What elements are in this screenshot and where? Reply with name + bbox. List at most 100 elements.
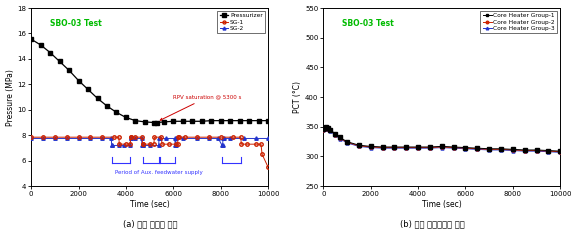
- SG-1: [158, 136, 165, 139]
- Pressurizer: [151, 121, 158, 124]
- SG-2: [241, 137, 248, 140]
- SG-1: [182, 136, 189, 139]
- SG-2: [108, 137, 115, 140]
- Core Heater Group-1: [403, 146, 410, 148]
- Core Heater Group-1: [521, 149, 528, 151]
- SG-2: [205, 137, 212, 140]
- Core Heater Group-3: [415, 147, 422, 150]
- SG-1: [146, 143, 153, 146]
- Pressurizer: [170, 120, 177, 123]
- SG-1: [122, 143, 129, 146]
- Pressurizer: [255, 119, 262, 122]
- Core Heater Group-2: [391, 146, 398, 149]
- Text: Period of Aux. feedwater supply: Period of Aux. feedwater supply: [115, 170, 203, 175]
- Core Heater Group-3: [320, 129, 327, 132]
- Legend: Core Heater Group-1, Core Heater Group-2, Core Heater Group-3: Core Heater Group-1, Core Heater Group-2…: [481, 11, 557, 33]
- SG-2: [87, 137, 94, 140]
- SG-2: [127, 144, 134, 147]
- Core Heater Group-1: [336, 136, 343, 139]
- Core Heater Group-3: [379, 147, 386, 150]
- SG-2: [171, 137, 178, 140]
- SG-1: [115, 136, 122, 139]
- SG-2: [140, 144, 147, 147]
- Core Heater Group-2: [321, 127, 328, 130]
- Core Heater Group-3: [336, 137, 343, 140]
- Core Heater Group-3: [521, 150, 528, 153]
- Pressurizer: [75, 79, 82, 82]
- SG-1: [238, 143, 245, 146]
- Core Heater Group-3: [426, 147, 433, 150]
- Core Heater Group-1: [462, 146, 469, 149]
- SG-2: [265, 137, 272, 140]
- SG-2: [115, 144, 122, 147]
- Core Heater Group-1: [415, 146, 422, 148]
- SG-1: [151, 136, 158, 139]
- Core Heater Group-1: [367, 145, 374, 148]
- SG-1: [165, 143, 172, 146]
- Pressurizer: [236, 119, 243, 122]
- Core Heater Group-2: [322, 127, 329, 129]
- Core Heater Group-3: [545, 150, 552, 153]
- Core Heater Group-3: [355, 145, 362, 148]
- Legend: Pressurizer, SG-1, SG-2: Pressurizer, SG-1, SG-2: [217, 11, 265, 33]
- Core Heater Group-2: [403, 146, 410, 149]
- Core Heater Group-3: [450, 147, 457, 150]
- SG-2: [128, 137, 134, 140]
- Core Heater Group-3: [509, 149, 516, 152]
- Core Heater Group-1: [355, 144, 362, 147]
- SG-1: [51, 136, 58, 139]
- Pressurizer: [132, 119, 139, 122]
- SG-1: [217, 136, 224, 139]
- Core Heater Group-1: [509, 148, 516, 151]
- X-axis label: Time (sec): Time (sec): [130, 200, 170, 209]
- SG-1: [138, 136, 145, 139]
- Core Heater Group-2: [320, 128, 327, 131]
- SG-1: [116, 143, 123, 146]
- Text: SBO-03 Test: SBO-03 Test: [342, 19, 394, 28]
- Line: Pressurizer: Pressurizer: [29, 37, 270, 124]
- Core Heater Group-2: [336, 137, 343, 140]
- SG-1: [63, 136, 70, 139]
- SG-2: [40, 137, 47, 140]
- Pressurizer: [179, 120, 186, 123]
- Text: (b) 노심 최대온도의 변화: (b) 노심 최대온도의 변화: [400, 219, 465, 228]
- Core Heater Group-2: [426, 146, 433, 149]
- Line: Core Heater Group-2: Core Heater Group-2: [322, 127, 562, 153]
- SG-1: [265, 166, 272, 168]
- SG-1: [140, 143, 147, 146]
- X-axis label: Time (sec): Time (sec): [422, 200, 462, 209]
- SG-1: [237, 136, 244, 139]
- Core Heater Group-2: [439, 146, 445, 148]
- SG-1: [174, 143, 181, 146]
- SG-2: [219, 144, 226, 147]
- SG-2: [219, 144, 226, 147]
- SG-2: [132, 137, 139, 140]
- Core Heater Group-3: [367, 146, 374, 149]
- Core Heater Group-1: [533, 149, 540, 151]
- SG-1: [175, 136, 182, 139]
- SG-1: [205, 136, 212, 139]
- Core Heater Group-2: [450, 146, 457, 149]
- Pressurizer: [153, 121, 160, 124]
- Core Heater Group-2: [557, 150, 564, 153]
- SG-1: [258, 153, 265, 156]
- Core Heater Group-1: [439, 145, 445, 148]
- Core Heater Group-1: [379, 146, 386, 148]
- Text: SBO-03 Test: SBO-03 Test: [50, 19, 102, 28]
- SG-2: [51, 137, 58, 140]
- Y-axis label: PCT (°C): PCT (°C): [293, 81, 302, 113]
- Pressurizer: [113, 111, 120, 114]
- Pressurizer: [217, 119, 224, 122]
- Core Heater Group-3: [403, 147, 410, 150]
- Pressurizer: [47, 51, 54, 54]
- Pressurizer: [28, 38, 35, 41]
- SG-2: [193, 137, 200, 140]
- SG-1: [253, 143, 260, 146]
- Core Heater Group-1: [321, 127, 328, 129]
- Text: RPV saturation @ 5300 s: RPV saturation @ 5300 s: [160, 95, 242, 120]
- Core Heater Group-2: [327, 129, 334, 132]
- Pressurizer: [103, 105, 110, 107]
- SG-2: [227, 137, 234, 140]
- Text: (a) 계통 압력의 변화: (a) 계통 압력의 변화: [123, 219, 177, 228]
- Pressurizer: [198, 120, 205, 123]
